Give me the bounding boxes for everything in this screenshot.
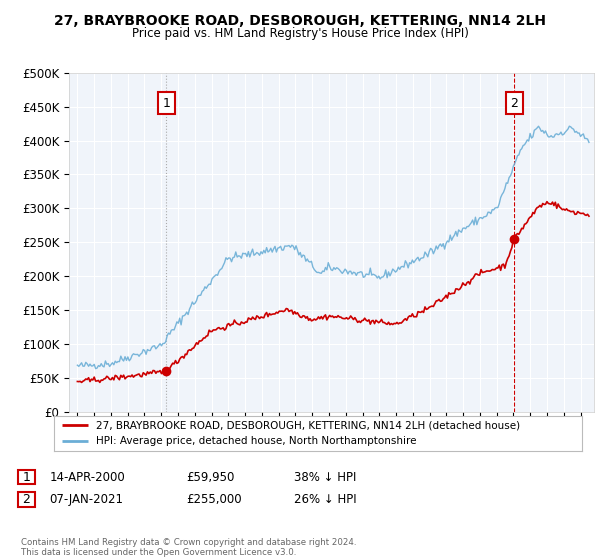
Text: 27, BRAYBROOKE ROAD, DESBOROUGH, KETTERING, NN14 2LH (detached house): 27, BRAYBROOKE ROAD, DESBOROUGH, KETTERI… — [96, 421, 520, 431]
Text: Contains HM Land Registry data © Crown copyright and database right 2024.
This d: Contains HM Land Registry data © Crown c… — [21, 538, 356, 557]
Text: 14-APR-2000: 14-APR-2000 — [49, 470, 125, 484]
Text: 38% ↓ HPI: 38% ↓ HPI — [294, 470, 356, 484]
Text: 1: 1 — [163, 97, 170, 110]
Text: Price paid vs. HM Land Registry's House Price Index (HPI): Price paid vs. HM Land Registry's House … — [131, 27, 469, 40]
Text: 1: 1 — [22, 470, 31, 484]
Text: 26% ↓ HPI: 26% ↓ HPI — [294, 493, 356, 506]
Text: 2: 2 — [22, 493, 31, 506]
Text: 27, BRAYBROOKE ROAD, DESBOROUGH, KETTERING, NN14 2LH: 27, BRAYBROOKE ROAD, DESBOROUGH, KETTERI… — [54, 14, 546, 28]
Text: HPI: Average price, detached house, North Northamptonshire: HPI: Average price, detached house, Nort… — [96, 436, 417, 446]
Text: 07-JAN-2021: 07-JAN-2021 — [49, 493, 123, 506]
Text: 2: 2 — [511, 97, 518, 110]
Text: £59,950: £59,950 — [186, 470, 235, 484]
Text: £255,000: £255,000 — [186, 493, 242, 506]
